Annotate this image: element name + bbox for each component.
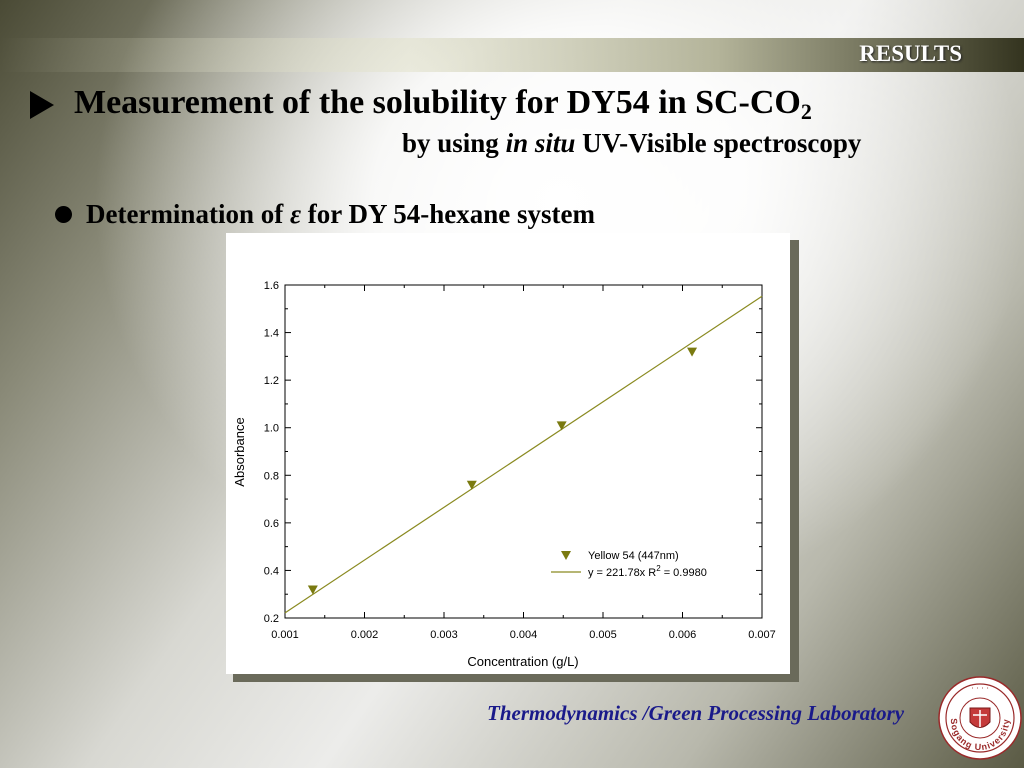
x-tick-label: 0.003 [430,629,458,641]
x-tick-label: 0.006 [669,629,697,641]
x-axis-label: Concentration (g/L) [467,654,578,669]
legend-fit-label: y = 221.78x R2 = 0.9980 [588,564,707,579]
y-tick-label: 0.2 [264,613,279,625]
section-label: RESULTS [859,41,962,66]
y-tick-label: 1.2 [264,375,279,387]
y-tick-label: 1.0 [264,423,279,435]
slide-title-subscript: 2 [800,99,812,124]
y-tick-label: 0.8 [264,470,279,482]
y-tick-label: 1.6 [264,280,279,292]
slide-title-text: Measurement of the solubility for DY54 i… [74,84,801,121]
bullet-pre: Determination of [86,199,290,229]
x-tick-label: 0.004 [510,629,538,641]
data-point [556,421,567,431]
bullet-post: for DY 54-hexane system [301,199,595,229]
subtitle-pre: by using [402,128,506,158]
slide-subtitle: by using in situ UV-Visible spectroscopy [402,128,861,159]
y-tick-label: 0.6 [264,518,279,530]
university-seal-icon: Sogang University · · · · [938,676,1022,760]
y-tick-label: 1.4 [264,328,279,340]
play-arrow-icon [30,90,54,119]
chart-card [226,233,790,674]
absorbance-chart: 0.2 0.4 0.6 0.8 1.0 1.2 1.4 1.6 0.001 0.002 0.003… [232,280,776,669]
bullet-dot-icon [55,206,72,223]
y-tick-label: 0.4 [264,565,279,577]
header-band [0,38,1024,72]
bullet-text: Determination of ε for DY 54-hexane syst… [86,199,595,230]
x-tick-label: 0.007 [748,629,776,641]
subtitle-post: UV-Visible spectroscopy [575,128,862,158]
legend-marker [561,551,571,560]
data-point [307,585,318,595]
title-row: Measurement of the solubility for DY54 i… [30,84,812,125]
regression-line [284,295,763,614]
slide-title: Measurement of the solubility for DY54 i… [74,84,812,125]
legend-series-label: Yellow 54 (447nm) [588,550,679,562]
bullet-row: Determination of ε for DY 54-hexane syst… [55,199,595,230]
x-tick-label: 0.005 [589,629,617,641]
data-point [466,480,477,490]
data-point [687,347,698,357]
x-tick-label: 0.001 [271,629,299,641]
subtitle-italic: in situ [505,128,576,158]
x-tick-label: 0.002 [351,629,379,641]
y-axis-label: Absorbance [232,417,247,486]
epsilon-symbol: ε [289,199,302,229]
svg-text:· · · ·: · · · · [971,684,989,693]
lab-name: Thermodynamics /Green Processing Laborat… [487,701,905,725]
